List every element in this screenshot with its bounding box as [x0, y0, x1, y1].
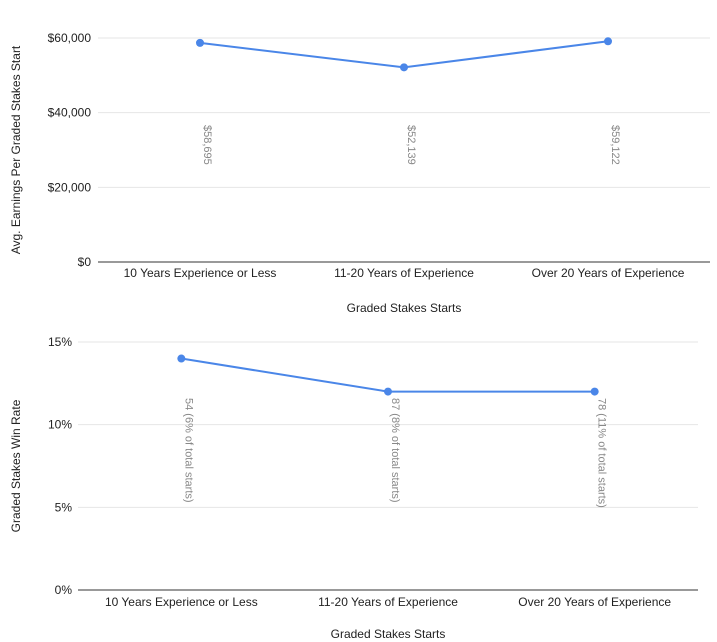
- top-y-tick-label: $40,000: [48, 106, 92, 120]
- top-data-point: [196, 38, 204, 47]
- top-x-tick-label: 10 Years Experience or Less: [124, 266, 277, 280]
- top-data-label: $58,695: [201, 125, 213, 165]
- bottom-x-axis-title: Graded Stakes Starts: [331, 627, 446, 641]
- top-data-point: [604, 37, 612, 46]
- top-y-axis-title: Avg. Earnings Per Graded Stakes Start: [9, 45, 23, 254]
- bottom-x-tick-label: 11-20 Years of Experience: [318, 595, 458, 609]
- top-y-tick-label: $20,000: [48, 180, 92, 194]
- bottom-data-label: 78 (11% of total starts): [596, 398, 608, 508]
- top-y-tick-label: $60,000: [48, 31, 92, 45]
- bottom-y-tick-label: 5%: [55, 500, 73, 514]
- top-x-axis-title: Graded Stakes Starts: [347, 301, 462, 315]
- bottom-y-tick-label: 10%: [48, 418, 72, 432]
- top-data-label: $52,139: [405, 125, 417, 165]
- bottom-data-label: 54 (6% of total starts): [182, 398, 194, 503]
- bottom-data-point: [177, 354, 186, 363]
- bottom-data-point: [384, 387, 392, 396]
- top-x-tick-label: 11-20 Years of Experience: [334, 266, 474, 280]
- top-data-point: [400, 63, 408, 72]
- bottom-x-tick-label: Over 20 Years of Experience: [518, 595, 671, 609]
- bottom-chart: 0% 5% 10% 15% 10 Years Experience or Less 11-…: [9, 335, 698, 641]
- bottom-y-tick-label: 0%: [55, 583, 73, 597]
- bottom-data-label: 87 (8% of total starts): [389, 398, 401, 503]
- bottom-x-tick-label: 10 Years Experience or Less: [105, 595, 258, 609]
- bottom-y-tick-label: 15%: [48, 335, 72, 349]
- top-chart: $0 $20,000 $40,000 $60,000 10 Years Experien…: [9, 31, 710, 315]
- top-y-tick-label: $0: [78, 255, 92, 269]
- bottom-series-line: [181, 357, 595, 393]
- bottom-y-axis-title: Graded Stakes Win Rate: [9, 399, 23, 532]
- bottom-data-point: [590, 387, 599, 396]
- top-data-label: $59,122: [609, 125, 621, 165]
- top-x-tick-label: Over 20 Years of Experience: [532, 266, 685, 280]
